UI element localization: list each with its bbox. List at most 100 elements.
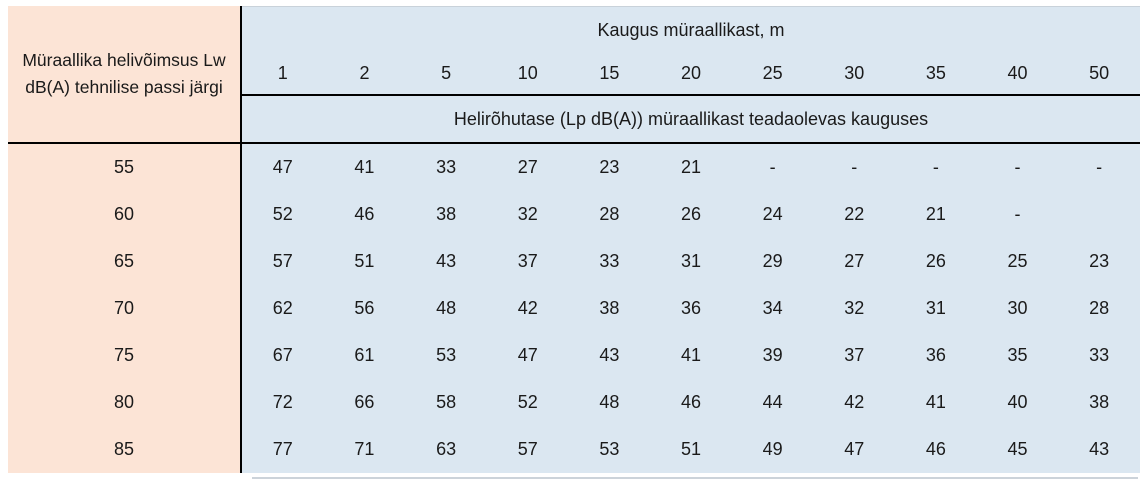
data-cell: 36: [925, 345, 946, 365]
data-cell: -: [851, 157, 858, 177]
data-cell: 77: [272, 439, 293, 459]
distance-cell: 10: [517, 63, 538, 83]
data-cell: 27: [517, 157, 538, 177]
data-cell: 46: [680, 392, 701, 412]
data-cell: 42: [844, 392, 865, 412]
data-cell: 62: [272, 298, 293, 318]
distance-cell: 40: [1007, 63, 1028, 83]
table-bottom-edge: [252, 477, 1138, 479]
pressure-subheader: Helirõhutase (Lp dB(A)) müraallikast tea…: [453, 108, 929, 129]
distance-cell: 15: [599, 63, 620, 83]
data-cell: 43: [599, 345, 620, 365]
distance-data-section: Kaugus müraallikast, m 1 2 5 10 15 20 25 30 35 40…: [242, 6, 1140, 473]
data-cell: 28: [599, 204, 620, 224]
lw-column-title-text: Müraallika helivõimsus Lw dB(A) tehnilis…: [22, 49, 226, 97]
data-cell: 31: [680, 251, 701, 271]
data-cell: 31: [925, 298, 946, 318]
lw-label-cell: 70: [113, 298, 135, 318]
data-cell: 58: [436, 392, 457, 412]
lw-column-title: Müraallika helivõimsus Lw dB(A) tehnilis…: [8, 6, 240, 144]
data-cell: 46: [354, 204, 375, 224]
distance-cell: 25: [762, 63, 783, 83]
data-cell: 38: [436, 204, 457, 224]
data-cell: 43: [1089, 439, 1110, 459]
data-cell: 63: [436, 439, 457, 459]
lw-label-cell: 55: [113, 157, 135, 177]
distance-header: Kaugus müraallikast, m 1 2 5 10 15 20 25 30 35 40…: [242, 7, 1140, 144]
distance-header-row: 1 2 5 10 15 20 25 30 35 40 50: [242, 53, 1140, 96]
distance-group-title: Kaugus müraallikast, m: [597, 19, 785, 40]
data-cell: 23: [1089, 251, 1110, 271]
lw-header-column: Müraallika helivõimsus Lw dB(A) tehnilis…: [8, 6, 242, 473]
data-cell: 35: [1007, 345, 1028, 365]
data-cell: 32: [844, 298, 865, 318]
data-cell: 23: [599, 157, 620, 177]
data-cell: 37: [844, 345, 865, 365]
data-cell: 32: [517, 204, 538, 224]
data-cell: 29: [762, 251, 783, 271]
data-cell: 49: [762, 439, 783, 459]
data-cell: 67: [272, 345, 293, 365]
data-cell: 28: [1089, 298, 1110, 318]
data-cell: 57: [517, 439, 538, 459]
data-cell: 37: [517, 251, 538, 271]
data-cell: 47: [844, 439, 865, 459]
data-cell: 57: [272, 251, 293, 271]
data-cell: 25: [1007, 251, 1028, 271]
data-cell: 26: [925, 251, 946, 271]
distance-cell: 5: [441, 63, 452, 83]
data-cell: 56: [354, 298, 375, 318]
data-grid: 47 41 33 27 23 21 - - - - - 52 46 38 32 28 26 24 22 21 - 57 51…: [242, 144, 1140, 473]
data-cell: 27: [844, 251, 865, 271]
data-cell: 51: [680, 439, 701, 459]
data-cell: 41: [680, 345, 701, 365]
data-cell: 53: [599, 439, 620, 459]
data-cell: 33: [436, 157, 457, 177]
data-cell: 21: [680, 157, 701, 177]
data-cell: 45: [1007, 439, 1028, 459]
data-cell: 48: [436, 298, 457, 318]
data-cell: 43: [436, 251, 457, 271]
data-cell: 47: [517, 345, 538, 365]
data-cell: 33: [599, 251, 620, 271]
data-cell: 71: [354, 439, 375, 459]
data-cell: [1058, 191, 1140, 238]
data-cell: 51: [354, 251, 375, 271]
data-cell: 26: [680, 204, 701, 224]
data-cell: 33: [1089, 345, 1110, 365]
distance-cell: 20: [680, 63, 701, 83]
data-cell: 39: [762, 345, 783, 365]
data-cell: 38: [599, 298, 620, 318]
data-cell: 48: [599, 392, 620, 412]
distance-cell: 35: [925, 63, 946, 83]
lw-label-cell: 75: [113, 345, 135, 365]
data-cell: -: [1096, 157, 1103, 177]
data-cell: 44: [762, 392, 783, 412]
data-cell: -: [1014, 157, 1021, 177]
distance-cell: 30: [844, 63, 865, 83]
lw-label-cell: 85: [113, 439, 135, 459]
data-cell: 42: [517, 298, 538, 318]
data-cell: 41: [354, 157, 375, 177]
data-cell: -: [932, 157, 939, 177]
data-cell: 36: [680, 298, 701, 318]
distance-cell: 2: [359, 63, 370, 83]
data-cell: -: [1014, 204, 1021, 224]
data-cell: 40: [1007, 392, 1028, 412]
data-cell: 66: [354, 392, 375, 412]
lw-label-cell: 65: [113, 251, 135, 271]
data-cell: 47: [272, 157, 293, 177]
lw-label-cell: 80: [113, 392, 135, 412]
data-cell: 53: [436, 345, 457, 365]
data-cell: 72: [272, 392, 293, 412]
data-cell: 52: [517, 392, 538, 412]
data-cell: 21: [925, 204, 946, 224]
distance-cell: 50: [1089, 63, 1110, 83]
data-cell: 22: [844, 204, 865, 224]
data-cell: 46: [925, 439, 946, 459]
lw-labels: 55 60 65 70 75 80 85: [8, 144, 240, 473]
data-cell: 24: [762, 204, 783, 224]
data-cell: 34: [762, 298, 783, 318]
data-cell: 61: [354, 345, 375, 365]
data-cell: 30: [1007, 298, 1028, 318]
